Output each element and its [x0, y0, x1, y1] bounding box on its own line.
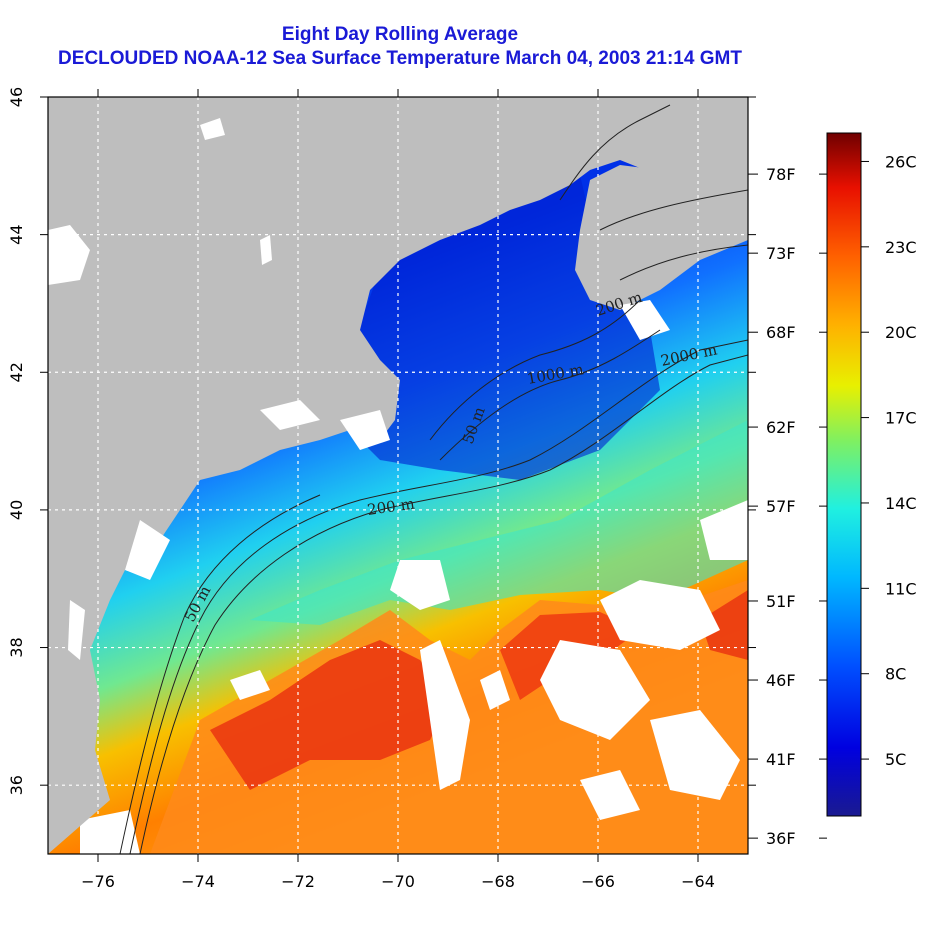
map-subtitle: DECLOUDED NOAA-12 Sea Surface Temperatur… [58, 48, 742, 69]
land-no-data-features [48, 118, 670, 660]
x-tick-label: −70 [381, 872, 415, 891]
gulf-stream-core-west [210, 640, 450, 790]
lat-lon-grid [48, 97, 748, 854]
colorbar-celsius-label: 8C [885, 665, 906, 684]
y-tick-label: 40 [7, 500, 26, 520]
colorbar-celsius-label: 17C [885, 409, 917, 428]
colorbar-celsius-label: 23C [885, 238, 917, 257]
colorbar-ticks: 5C 8C 11C 14C 17C 20C 23C 26C 36F 41F 46F 51F 57F 62F… [748, 152, 917, 848]
colorbar-celsius-label: 11C [885, 579, 917, 598]
x-tick-label: −66 [581, 872, 615, 891]
colorbar-fahrenheit-label: 46F [766, 671, 796, 690]
y-tick-label: 42 [7, 362, 26, 382]
y-tick-label: 38 [7, 637, 26, 657]
y-tick-label: 36 [7, 775, 26, 795]
colorbar-fahrenheit-label: 36F [766, 829, 796, 848]
axis-ticks: −76 −74 −72 −70 −68 −66 −64 36 38 40 42 44 46 [7, 87, 756, 891]
colorbar-fahrenheit-label: 57F [766, 497, 796, 516]
colorbar-celsius-label: 26C [885, 152, 917, 171]
gulf-stream-core-far-east [700, 590, 748, 660]
colorbar-celsius-label: 5C [885, 750, 906, 769]
colorbar-fahrenheit-label: 62F [766, 418, 796, 437]
colorbar-celsius-label: 14C [885, 494, 917, 513]
colorbar-fahrenheit-label: 41F [766, 750, 796, 769]
x-tick-label: −74 [181, 872, 215, 891]
temperature-colorbar [826, 132, 862, 817]
shelf-slope-transition-zone [250, 420, 748, 625]
x-tick-label: −76 [81, 872, 115, 891]
y-tick-label: 46 [7, 87, 26, 107]
colorbar-celsius-label: 20C [885, 323, 917, 342]
map-plot-area [48, 97, 748, 854]
map-title: Eight Day Rolling Average [281, 24, 519, 45]
x-tick-label: −68 [481, 872, 515, 891]
y-tick-label: 44 [7, 224, 26, 244]
colorbar-fahrenheit-label: 73F [766, 244, 796, 263]
x-tick-label: −72 [281, 872, 315, 891]
no-data-patches [80, 500, 748, 854]
colorbar-fahrenheit-label: 78F [766, 165, 796, 184]
colorbar-fahrenheit-label: 68F [766, 323, 796, 342]
colorbar-fahrenheit-label: 51F [766, 592, 796, 611]
x-tick-label: −64 [681, 872, 715, 891]
